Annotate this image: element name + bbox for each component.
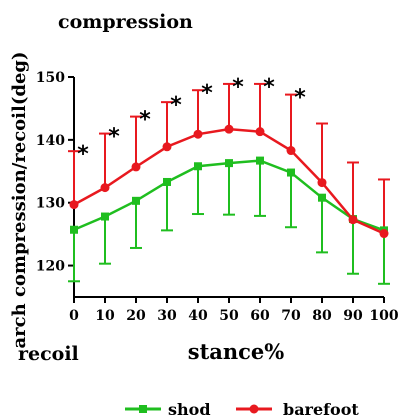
- data-point-shod: [287, 168, 295, 177]
- data-point-shod: [132, 196, 140, 205]
- x-tick-label: 40: [188, 308, 208, 324]
- x-tick-label: 80: [312, 308, 332, 324]
- legend-marker-shod: [139, 405, 147, 413]
- significance-star: *: [232, 75, 244, 100]
- legend: shod barefoot: [125, 400, 359, 419]
- data-point-barefoot: [100, 183, 110, 193]
- x-tick-label: 0: [69, 308, 79, 324]
- x-tick-label: 100: [369, 308, 398, 324]
- x-tick-label: 10: [95, 308, 115, 324]
- x-tick-label: 20: [126, 308, 146, 324]
- data-point-shod: [70, 225, 78, 234]
- significance-star: *: [139, 108, 151, 133]
- data-point-shod: [318, 193, 326, 202]
- x-axis-label: stance%: [188, 339, 285, 364]
- y-tick-label: 120: [36, 259, 65, 275]
- data-point-shod: [194, 162, 202, 171]
- significance-star: *: [77, 142, 89, 167]
- legend-label-shod: shod: [168, 400, 211, 419]
- data-point-shod: [256, 156, 264, 165]
- significance-star: *: [263, 75, 275, 100]
- data-point-barefoot: [193, 129, 203, 139]
- data-point-barefoot: [162, 142, 172, 152]
- data-point-shod: [163, 177, 171, 186]
- data-point-barefoot: [69, 200, 79, 210]
- data-point-barefoot: [224, 124, 234, 134]
- data-point-barefoot: [286, 146, 296, 156]
- y-tick-label: 140: [36, 133, 65, 149]
- significance-star: *: [294, 86, 306, 111]
- y-tick-label: 130: [36, 196, 65, 212]
- recoil-annotation: recoil: [18, 343, 79, 365]
- x-tick-label: 90: [343, 308, 363, 324]
- y-axis-label: arch compression/recoil(deg): [9, 52, 30, 349]
- plot-area: 120 130 140 150 0 10 20 30 40 50 60 70 80 90 100 * * * * * *…: [36, 70, 399, 324]
- y-tick-label: 150: [36, 70, 65, 86]
- x-tick-label: 70: [281, 308, 301, 324]
- legend-item-shod: shod: [125, 400, 211, 419]
- legend-marker-barefoot: [249, 404, 259, 414]
- data-point-shod: [101, 212, 109, 221]
- legend-label-barefoot: barefoot: [283, 400, 359, 419]
- significance-star: *: [201, 81, 213, 106]
- data-point-barefoot: [348, 215, 358, 225]
- x-tick-label: 60: [250, 308, 270, 324]
- data-point-barefoot: [255, 127, 265, 137]
- significance-star: *: [170, 93, 182, 118]
- data-point-barefoot: [131, 162, 141, 172]
- data-point-barefoot: [317, 178, 327, 188]
- significance-star: *: [108, 125, 120, 150]
- x-tick-label: 50: [219, 308, 239, 324]
- data-point-barefoot: [379, 229, 389, 239]
- legend-item-barefoot: barefoot: [236, 400, 359, 419]
- compression-annotation: compression: [58, 11, 193, 33]
- data-point-shod: [225, 159, 233, 168]
- x-tick-label: 30: [157, 308, 177, 324]
